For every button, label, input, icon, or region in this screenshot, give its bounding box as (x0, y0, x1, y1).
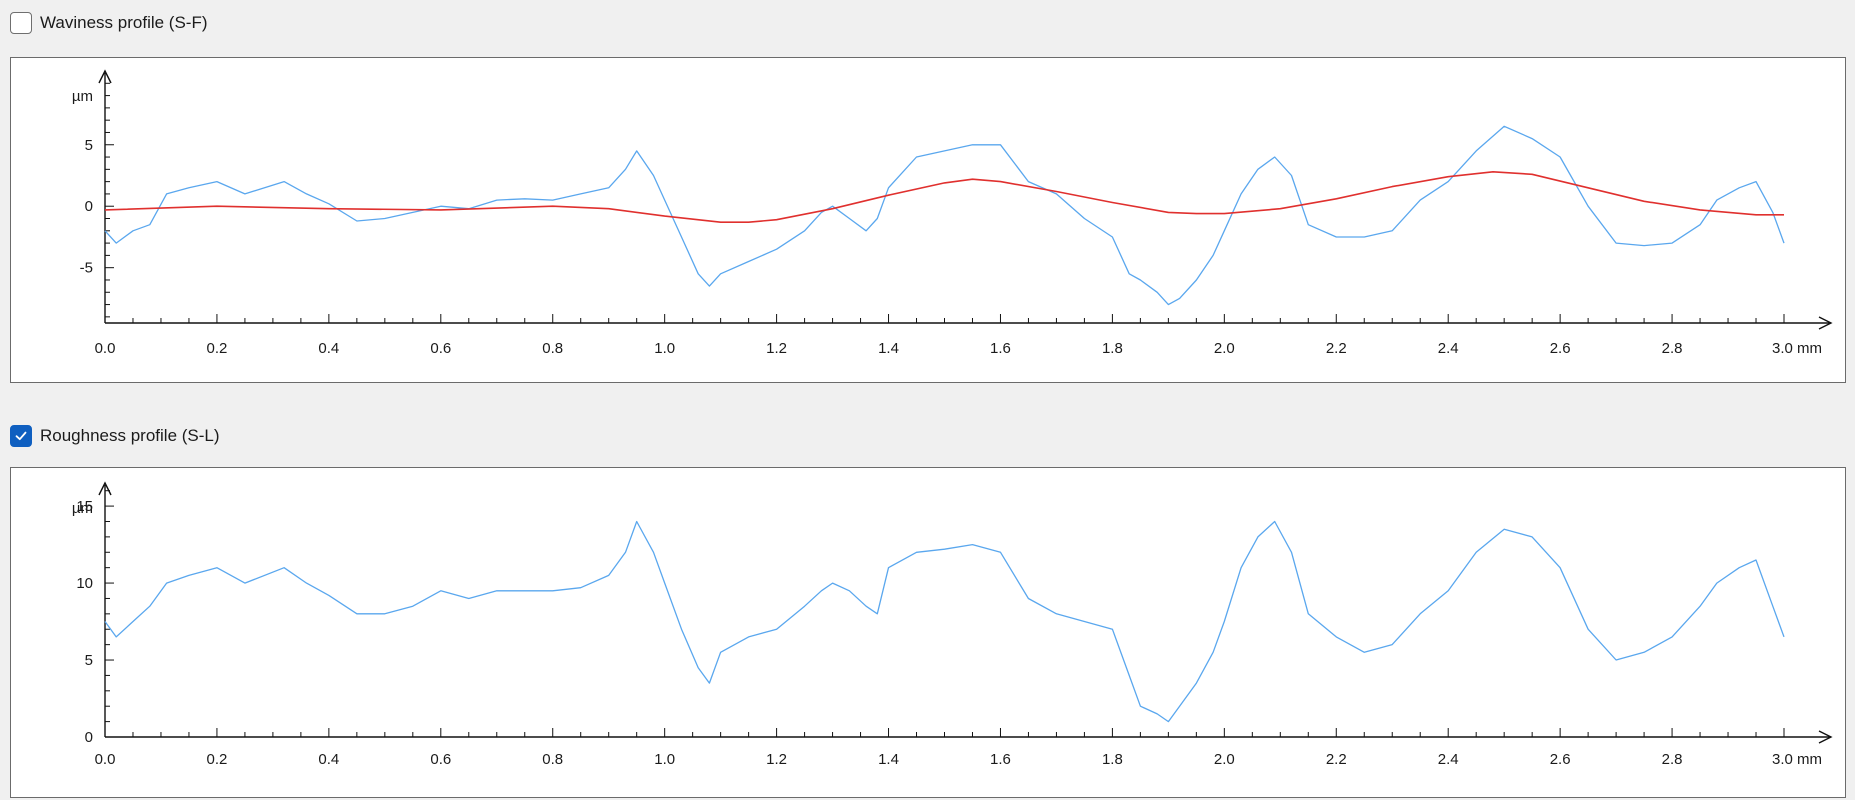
x-tick-label: 1.6 (990, 340, 1011, 357)
x-tick-label: 0.6 (430, 751, 451, 768)
x-tick-label: 1.6 (990, 751, 1011, 768)
x-tick-label: 2.6 (1550, 340, 1571, 357)
x-tick-label: 2.4 (1438, 340, 1459, 357)
x-tick-label: 1.4 (878, 340, 899, 357)
y-tick-label: 0 (85, 198, 93, 215)
series-line-2 (104, 171, 1784, 223)
x-tick-label: 0.6 (430, 340, 451, 357)
y-tick-label: 5 (85, 137, 93, 154)
x-tick-label: 0.8 (542, 340, 563, 357)
roughness-header: Roughness profile (S-L) (10, 423, 220, 449)
x-tick-label: 1.0 (654, 340, 675, 357)
x-tick-label: 2.0 (1214, 751, 1235, 768)
x-tick-label: 1.2 (766, 340, 787, 357)
x-tick-label: 2.4 (1438, 751, 1459, 768)
check-icon (15, 431, 27, 441)
series-line-1 (104, 520, 1785, 723)
x-tick-label: 0.2 (207, 340, 228, 357)
waviness-chart: 0.0 0.2 0.4 0.6 0.8 1.0 1.2 1.4 1.6 1.8 2.0 2.2 2.4 2… (72, 69, 1833, 357)
x-tick-label: 0.0 (95, 751, 116, 768)
x-tick-label: 0.8 (542, 751, 563, 768)
x-tick-label: 2.0 (1214, 340, 1235, 357)
waviness-header: Waviness profile (S-F) (10, 10, 208, 36)
x-tick-label: 1.4 (878, 751, 899, 768)
roughness-label: Roughness profile (S-L) (40, 426, 220, 445)
x-axis-arrow-icon (1818, 316, 1833, 330)
waviness-chart-panel: 0.0 0.2 0.4 0.6 0.8 1.0 1.2 1.4 1.6 1.8 2.0 2.2 2.4 2… (10, 57, 1846, 383)
x-tick-label: 0.4 (318, 751, 339, 768)
y-tick-label: 10 (76, 575, 93, 592)
roughness-checkbox[interactable] (10, 425, 32, 447)
y-axis-label: µm (72, 500, 93, 517)
x-tick-label: 1.8 (1102, 751, 1123, 768)
roughness-chart: 0.0 0.2 0.4 0.6 0.8 1.0 1.2 1.4 1.6 1.8 2.0 2.2 2.4 2… (72, 481, 1833, 768)
waviness-checkbox[interactable] (10, 12, 32, 34)
roughness-chart-panel: 0.0 0.2 0.4 0.6 0.8 1.0 1.2 1.4 1.6 1.8 2.0 2.2 2.4 2… (10, 467, 1846, 798)
series-line-1 (104, 125, 1785, 306)
x-tick-label: 2.2 (1326, 340, 1347, 357)
x-tick-label: 2.6 (1550, 751, 1571, 768)
x-axis-arrow-icon (1818, 730, 1833, 744)
x-tick-label: 0.2 (207, 751, 228, 768)
x-tick-label: 2.8 (1662, 340, 1683, 357)
x-tick-label: 3.0 mm (1772, 751, 1822, 768)
x-tick-label: 1.8 (1102, 340, 1123, 357)
x-tick-label: 0.4 (318, 340, 339, 357)
y-tick-label: -5 (80, 260, 93, 277)
x-tick-label: 3.0 mm (1772, 340, 1822, 357)
x-tick-label: 1.2 (766, 751, 787, 768)
y-tick-label: 5 (85, 652, 93, 669)
waviness-label: Waviness profile (S-F) (40, 13, 208, 32)
x-tick-label: 0.0 (95, 340, 116, 357)
x-tick-label: 2.8 (1662, 751, 1683, 768)
y-tick-label: 0 (85, 729, 93, 746)
y-tick-label: 15 (76, 498, 93, 515)
y-axis-arrow-icon (98, 69, 112, 84)
y-axis-label: µm (72, 88, 93, 105)
x-tick-label: 2.2 (1326, 751, 1347, 768)
x-tick-label: 1.0 (654, 751, 675, 768)
